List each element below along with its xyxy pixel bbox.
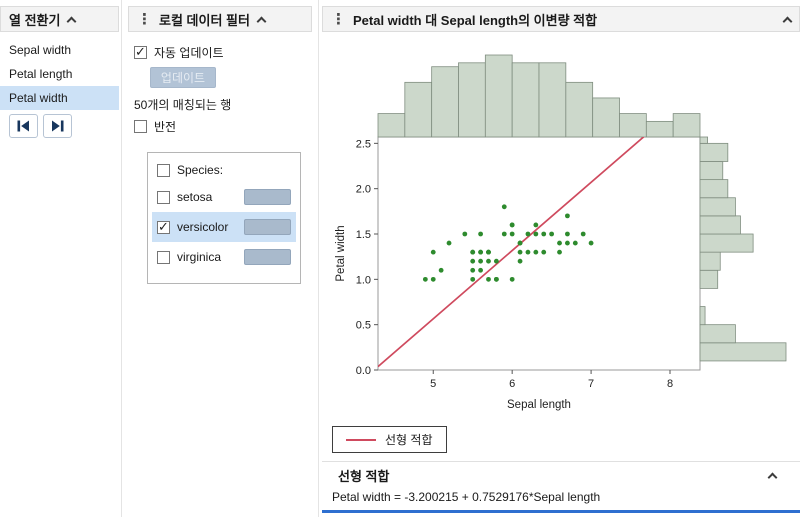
svg-text:2.0: 2.0: [356, 184, 371, 196]
linear-fit-header[interactable]: 선형 적합: [322, 462, 800, 488]
panel-divider: [121, 0, 122, 517]
svg-text:2.5: 2.5: [356, 138, 371, 150]
species-group-checkbox[interactable]: Species:: [152, 158, 296, 182]
species-count-bar: [244, 219, 291, 235]
column-item-sepal-width[interactable]: Sepal width: [9, 43, 72, 57]
auto-update-checkbox[interactable]: 자동 업데이트: [134, 44, 224, 61]
linear-fit-line-icon: [346, 438, 376, 441]
checkbox-icon: [157, 190, 170, 204]
species-group-label: Species:: [177, 163, 224, 177]
chevron-up-icon[interactable]: [67, 16, 77, 26]
chevron-up-icon[interactable]: [782, 16, 793, 26]
species-filter-box: Species: setosa versicolor virginica: [147, 152, 301, 284]
checkbox-icon: [157, 219, 170, 235]
checkbox-icon: [134, 120, 147, 133]
svg-text:Sepal length: Sepal length: [507, 399, 571, 411]
fit-equation: Petal width = -3.200215 + 0.7529176*Sepa…: [332, 490, 601, 504]
svg-text:6: 6: [509, 378, 515, 390]
auto-update-label: 자동 업데이트: [154, 46, 224, 60]
svg-text:7: 7: [588, 378, 594, 390]
species-option-setosa[interactable]: setosa: [152, 182, 296, 212]
step-forward-icon: [52, 120, 64, 132]
bivariate-plot-container: 5 6 7 8 0.0 0.5 1.0 1.5 2.0 2.5 Sepal length Petal …: [330, 40, 800, 415]
species-count-bar: [244, 249, 291, 265]
invert-checkbox[interactable]: 반전: [134, 118, 176, 135]
column-list: Sepal width Petal length Petal width: [0, 38, 119, 110]
bivariate-title: Petal width 대 Sepal length의 이변량 적합: [353, 12, 598, 28]
svg-text:1.0: 1.0: [356, 274, 371, 286]
bivariate-header[interactable]: ⋮ Petal width 대 Sepal length의 이변량 적합: [322, 6, 800, 32]
legend-label: 선형 적합: [385, 433, 433, 447]
local-data-filter-title: 로컬 데이터 필터: [159, 12, 250, 28]
species-count-bar: [244, 189, 291, 205]
update-button[interactable]: 업데이트: [150, 67, 216, 88]
chevron-up-icon[interactable]: [256, 16, 267, 26]
local-data-filter-header[interactable]: ⋮ 로컬 데이터 필터: [128, 6, 312, 32]
species-option-label: versicolor: [177, 220, 229, 234]
svg-text:8: 8: [667, 378, 673, 390]
checkbox-icon: [157, 163, 170, 177]
column-item-petal-length[interactable]: Petal length: [9, 67, 73, 81]
column-switcher-nav: [9, 114, 77, 138]
checkbox-icon: [157, 250, 170, 264]
step-backward-icon: [17, 120, 29, 132]
svg-text:5: 5: [430, 378, 436, 390]
selection-highlight-rule: [322, 510, 800, 513]
next-column-button[interactable]: [43, 114, 72, 138]
svg-text:1.5: 1.5: [356, 229, 371, 241]
species-option-versicolor[interactable]: versicolor: [152, 212, 296, 242]
checkbox-icon: [134, 44, 147, 60]
linear-fit-section: 선형 적합 Petal width = -3.200215 + 0.752917…: [322, 461, 800, 510]
panel-divider: [318, 0, 319, 517]
species-option-virginica[interactable]: virginica: [152, 242, 296, 272]
svg-text:Petal width: Petal width: [335, 225, 347, 281]
fit-legend: 선형 적합: [332, 426, 447, 453]
invert-label: 반전: [154, 120, 177, 134]
grip-icon[interactable]: ⋮: [137, 10, 152, 28]
column-item-petal-width[interactable]: Petal width: [0, 86, 119, 110]
chevron-up-icon[interactable]: [767, 472, 778, 482]
column-switcher-header[interactable]: 열 전환기: [0, 6, 119, 32]
svg-text:0.5: 0.5: [356, 320, 371, 332]
previous-column-button[interactable]: [9, 114, 38, 138]
bivariate-scatter-plot[interactable]: 5 6 7 8 0.0 0.5 1.0 1.5 2.0 2.5 Sepal length Petal …: [330, 40, 800, 412]
svg-text:0.0: 0.0: [356, 365, 371, 377]
matching-rows-text: 50개의 매칭되는 행: [134, 98, 232, 112]
linear-fit-title: 선형 적합: [338, 468, 390, 484]
species-option-label: virginica: [177, 250, 222, 264]
species-option-label: setosa: [177, 190, 213, 204]
grip-icon[interactable]: ⋮: [331, 10, 346, 28]
column-switcher-title: 열 전환기: [9, 12, 61, 28]
